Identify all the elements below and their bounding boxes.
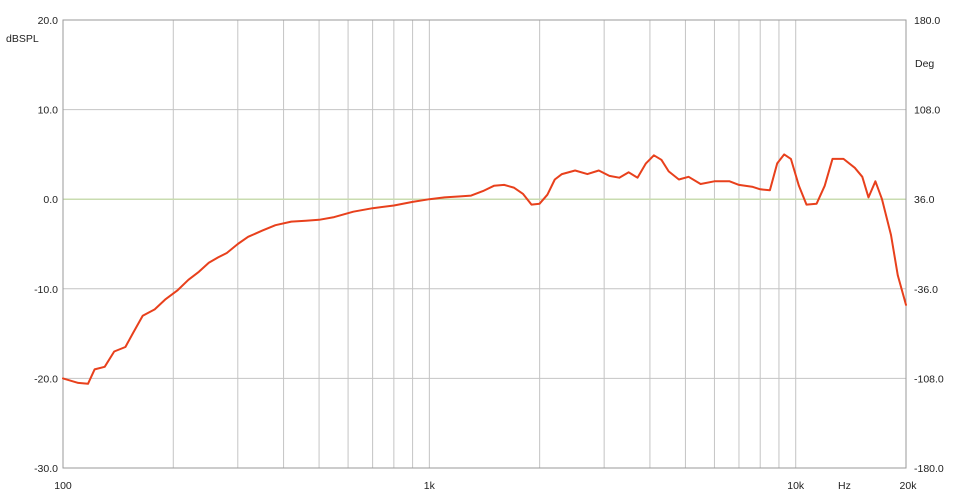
response-series-line bbox=[62, 153, 907, 385]
x-axis-tick-labels: 100 1k 10k 20k bbox=[54, 480, 917, 492]
plot-frame bbox=[62, 19, 907, 469]
x-tick-label: 100 bbox=[54, 480, 72, 492]
y-tick-label: -20.0 bbox=[34, 373, 58, 385]
y-tick-label: 0.0 bbox=[43, 194, 58, 206]
y2-axis-tick-labels: 180.0 108.0 36.0 -36.0 -108.0 -180.0 bbox=[914, 15, 944, 475]
x-tick-label: 20k bbox=[900, 480, 918, 492]
y2-tick-label: 36.0 bbox=[914, 194, 935, 206]
y2-tick-label: 180.0 bbox=[914, 15, 940, 27]
y2-tick-label: 108.0 bbox=[914, 105, 940, 117]
x-tick-label: 10k bbox=[787, 480, 805, 492]
y2-tick-label: -36.0 bbox=[914, 284, 938, 296]
y-tick-label: -30.0 bbox=[34, 463, 58, 475]
x-tick-label: 1k bbox=[424, 480, 436, 492]
y-axis-tick-labels: 20.0 10.0 0.0 -10.0 -20.0 -30.0 bbox=[34, 15, 58, 475]
y-tick-label: -10.0 bbox=[34, 284, 58, 296]
y2-axis-unit-label: Deg bbox=[915, 58, 934, 70]
y-tick-label: 10.0 bbox=[38, 105, 59, 117]
series-layer bbox=[62, 153, 907, 385]
x-axis-unit-label: Hz bbox=[838, 480, 851, 492]
y2-tick-label: -108.0 bbox=[914, 373, 944, 385]
y2-tick-label: -180.0 bbox=[914, 463, 944, 475]
y-tick-label: 20.0 bbox=[38, 15, 59, 27]
y-axis-unit-label: dBSPL bbox=[6, 33, 39, 45]
